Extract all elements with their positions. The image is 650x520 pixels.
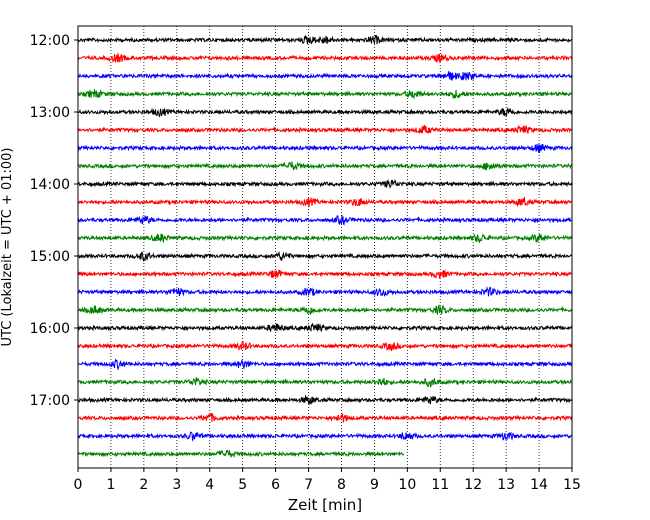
trace-1415	[77, 196, 573, 208]
x-tick-label-8: 8	[337, 477, 346, 493]
x-tick-label-1: 1	[106, 477, 115, 493]
x-tick-label-3: 3	[172, 477, 181, 493]
trace-1730	[77, 431, 573, 442]
y-tick-label-17:00: 17:00	[30, 393, 70, 409]
x-tick-label-2: 2	[139, 477, 148, 493]
trace-1330	[77, 143, 573, 154]
trace-1715	[77, 412, 573, 423]
plot-frame	[77, 25, 573, 469]
trace-1345	[77, 161, 573, 171]
x-axis-label: Zeit [min]	[288, 496, 362, 514]
x-tick-label-0: 0	[74, 477, 83, 493]
trace-1245	[77, 89, 573, 100]
trace-1315	[77, 124, 573, 135]
y-tick-label-13:00: 13:00	[30, 105, 70, 121]
seismogram-traces	[77, 34, 573, 459]
x-tick-label-14: 14	[530, 477, 548, 493]
x-tick-label-6: 6	[271, 477, 280, 493]
trace-1230	[77, 70, 573, 82]
trace-1215	[77, 53, 573, 64]
x-axis-ticks: 0 1 2 3 4 5 6 7 8 9 10 11 12 13 14 15	[74, 468, 581, 493]
x-tick-label-7: 7	[304, 477, 313, 493]
trace-1430	[77, 215, 573, 226]
y-axis-ticks: 12:00 13:00 14:00 15:00 16:00 17:00	[30, 33, 78, 409]
y-tick-label-16:00: 16:00	[30, 321, 70, 337]
x-tick-label-11: 11	[431, 477, 449, 493]
trace-1615	[77, 340, 573, 352]
y-axis-label: UTC (Lokalzeit = UTC + 01:00)	[0, 148, 15, 347]
trace-1500	[77, 250, 573, 263]
x-tick-label-13: 13	[497, 477, 515, 493]
trace-1630	[77, 358, 573, 371]
trace-1645	[77, 377, 573, 388]
trace-1400	[77, 178, 573, 189]
x-tick-label-12: 12	[464, 477, 482, 493]
trace-1700	[77, 394, 573, 406]
trace-1545	[77, 304, 573, 316]
trace-1300	[77, 107, 573, 117]
trace-1200	[77, 34, 573, 45]
trace-1445	[77, 233, 573, 244]
x-tick-label-4: 4	[205, 477, 214, 493]
x-tick-label-15: 15	[563, 477, 581, 493]
y-tick-label-12:00: 12:00	[30, 33, 70, 49]
y-tick-label-15:00: 15:00	[30, 249, 70, 265]
y-tick-label-14:00: 14:00	[30, 177, 70, 193]
x-tick-label-10: 10	[398, 477, 416, 493]
x-tick-label-5: 5	[238, 477, 247, 493]
trace-1515	[77, 269, 573, 280]
trace-1600	[77, 322, 573, 333]
trace-1530	[77, 286, 573, 297]
x-tick-label-9: 9	[370, 477, 379, 493]
trace-1745	[77, 449, 405, 459]
